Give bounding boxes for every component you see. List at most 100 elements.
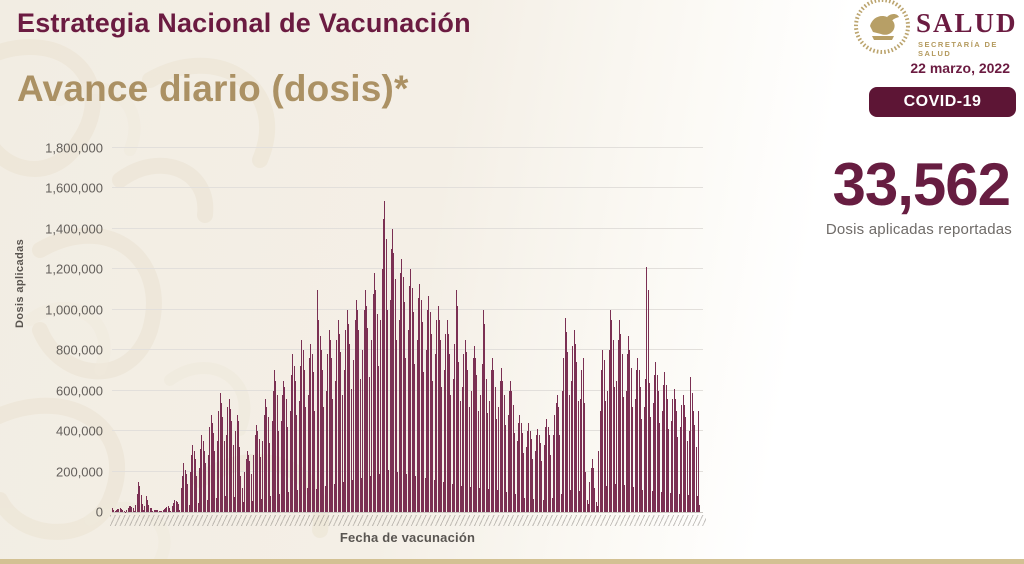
daily-dose-bar: [119, 508, 121, 512]
daily-dose-bar: [206, 499, 208, 512]
daily-dose-bar: [447, 334, 449, 512]
daily-dose-bar: [134, 510, 135, 512]
daily-dose-bar: [231, 421, 233, 512]
daily-dose-bar: [293, 366, 295, 512]
daily-dose-bar: [615, 483, 617, 512]
daily-dose-bar: [149, 507, 151, 512]
daily-dose-bar: [633, 486, 635, 512]
daily-dose-bar: [635, 370, 637, 512]
daily-dose-bar: [267, 416, 269, 512]
daily-dose-bar: [446, 319, 448, 512]
daily-dose-bar: [150, 508, 152, 512]
daily-dose-bar: [336, 340, 338, 512]
daily-dose-bar: [572, 346, 574, 512]
daily-dose-bar: [159, 510, 161, 512]
daily-dose-bar: [664, 372, 666, 512]
daily-dose-bar: [624, 484, 626, 512]
daily-dose-bar: [542, 499, 544, 512]
daily-dose-bar: [559, 435, 561, 512]
daily-dose-bar: [606, 485, 607, 512]
daily-dose-bar: [672, 398, 674, 512]
daily-dose-bar: [654, 374, 655, 512]
daily-dose-bar: [419, 283, 421, 512]
y-axis-tick-labels: 0 200,000 400,000 600,000 800,000 1,000,000 1,…: [0, 141, 103, 520]
daily-dose-bar: [373, 273, 375, 512]
daily-dose-bar: [445, 334, 447, 512]
daily-dose-bar: [250, 473, 252, 512]
daily-dose-bar: [341, 394, 343, 512]
daily-dose-bar: [399, 273, 401, 512]
daily-dose-bar: [626, 354, 628, 512]
daily-dose-bar: [342, 481, 344, 512]
daily-dose-bar: [674, 398, 676, 512]
daily-dose-bar: [515, 493, 517, 512]
daily-dose-bar: [436, 319, 438, 512]
daily-dose-bar: [454, 344, 456, 512]
daily-dose-bar: [411, 287, 413, 512]
daily-dose-bar: [187, 483, 189, 512]
daily-dose-bar: [209, 427, 211, 512]
daily-dose-bar: [560, 493, 562, 512]
daily-dose-bar: [279, 493, 281, 512]
daily-dose-bar: [687, 494, 689, 512]
daily-dose-bar: [686, 441, 688, 512]
daily-dose-bar: [504, 425, 506, 512]
daily-dose-bar: [539, 443, 541, 512]
daily-dose-bar: [565, 332, 567, 512]
daily-dose-bar: [345, 330, 347, 512]
daily-dose-bar: [235, 431, 237, 512]
daily-dose-bar: [154, 509, 156, 512]
daily-dose-bar: [620, 334, 622, 512]
gridline: [112, 389, 703, 391]
daily-dose-bar: [440, 340, 441, 512]
mexico-coat-of-arms-icon: [854, 0, 910, 54]
daily-dose-bar: [367, 327, 369, 512]
daily-dose-bar: [302, 350, 304, 512]
daily-dose-bar: [144, 505, 146, 512]
daily-dose-bar: [316, 289, 318, 512]
daily-dose-bar: [661, 410, 663, 512]
daily-dose-bar: [479, 487, 480, 512]
daily-dose-bar: [354, 319, 356, 512]
daily-dose-bar: [165, 508, 167, 512]
gridline: [112, 430, 703, 432]
daily-dose-bar: [587, 503, 589, 512]
gridline: [112, 470, 703, 472]
daily-dose-bar: [415, 475, 417, 512]
daily-dose-bar: [514, 433, 515, 512]
daily-dose-bar: [669, 492, 671, 512]
daily-dose-bar: [121, 509, 122, 512]
daily-dose-bar: [562, 390, 563, 512]
daily-dose-bar: [678, 493, 680, 512]
daily-dose-bar: [233, 496, 235, 512]
daily-dose-bar: [188, 504, 190, 512]
daily-dose-bar: [473, 346, 475, 512]
daily-dose-bar: [349, 344, 351, 512]
daily-dose-bar: [366, 305, 368, 512]
daily-dose-bar: [498, 406, 500, 512]
daily-dose-bar: [525, 447, 527, 512]
daily-dose-bar: [619, 319, 620, 512]
daily-dose-bar: [380, 319, 382, 512]
daily-dose-bar: [376, 313, 378, 512]
daily-dose-bar: [622, 396, 624, 512]
daily-dose-bar: [371, 340, 373, 512]
daily-dose-bar: [449, 354, 451, 512]
gridline: [112, 187, 703, 189]
daily-dose-bar: [362, 350, 364, 512]
daily-dose-bar: [416, 340, 418, 512]
daily-dose-bar: [333, 483, 335, 512]
daily-dose-bar: [611, 319, 613, 512]
daily-dose-bar: [198, 467, 200, 512]
daily-dose-bar: [179, 509, 181, 512]
daily-dose-bar: [667, 398, 668, 512]
daily-dose-bar: [370, 475, 371, 512]
daily-dose-bar: [497, 489, 499, 512]
daily-dose-bar: [655, 362, 657, 512]
daily-dose-bar: [563, 358, 565, 512]
daily-dose-bar: [167, 505, 169, 512]
daily-dose-bar: [503, 394, 505, 512]
daily-dose-bar: [236, 414, 238, 512]
daily-dose-bar: [131, 506, 133, 512]
daily-dose-bar: [414, 364, 416, 512]
